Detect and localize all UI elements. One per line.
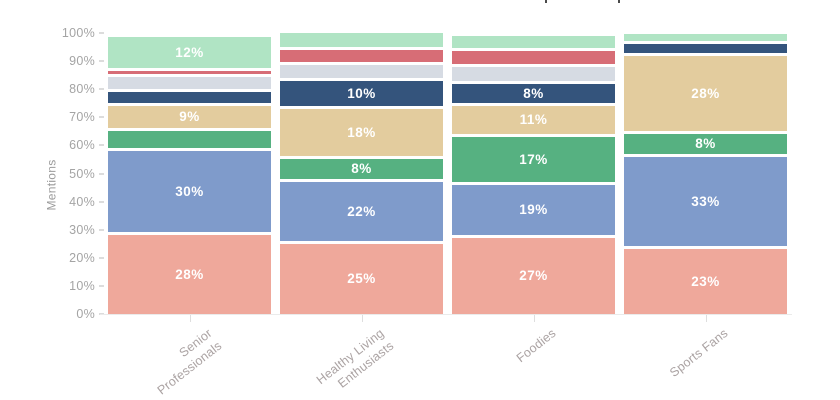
navy-segment[interactable]: 8%	[452, 83, 615, 107]
y-tick-label: 40%	[69, 194, 95, 209]
y-tick-label: 90%	[69, 54, 95, 69]
green-segment[interactable]: 8%	[280, 159, 443, 182]
y-tick-mark	[99, 284, 104, 287]
mint-segment[interactable]	[452, 35, 615, 52]
segment-value-label: 8%	[351, 161, 372, 177]
red-segment[interactable]	[280, 49, 443, 66]
green-segment[interactable]	[108, 131, 271, 152]
gray-segment[interactable]	[280, 65, 443, 81]
x-category-label: Foodies	[513, 326, 559, 366]
mint-segment[interactable]	[624, 34, 787, 45]
tan-segment[interactable]: 9%	[108, 106, 271, 132]
bar-healthy-living-enthusiasts: 25% 22% 8% 18% 10%	[280, 33, 443, 314]
y-tick-label: 80%	[69, 82, 95, 97]
x-tick-mark	[705, 315, 707, 322]
clipped-title-fragment	[545, 0, 547, 3]
salmon-segment[interactable]: 27%	[452, 238, 615, 314]
x-tick-mark	[189, 315, 191, 322]
bar-sports-fans: 23% 33% 8% 28%	[624, 34, 787, 314]
mint-segment[interactable]	[280, 33, 443, 50]
x-category-label: Healthy Living Enthusiasts	[313, 326, 396, 391]
x-tick-mark	[361, 315, 363, 322]
y-tick-label: 10%	[69, 278, 95, 293]
segment-value-label: 23%	[691, 273, 720, 289]
segment-value-label: 19%	[519, 202, 548, 218]
segment-value-label: 28%	[691, 85, 720, 101]
blue-segment[interactable]: 30%	[108, 151, 271, 236]
y-tick-mark	[99, 116, 104, 119]
gray-segment[interactable]	[108, 76, 271, 93]
x-axis-line	[100, 314, 792, 315]
bar-senior-professionals: 28% 30% 9% 12%	[108, 37, 271, 314]
blue-segment[interactable]: 22%	[280, 181, 443, 244]
segment-value-label: 9%	[179, 109, 200, 125]
y-tick-label: 0%	[76, 307, 95, 321]
navy-segment[interactable]	[108, 92, 271, 107]
tan-segment[interactable]: 28%	[624, 55, 787, 135]
y-tick-mark	[99, 200, 104, 203]
mint-segment[interactable]: 12%	[108, 37, 271, 71]
x-category-label: Sports Fans	[666, 326, 731, 380]
y-tick-label: 70%	[69, 110, 95, 125]
x-tick-mark	[533, 315, 535, 322]
salmon-segment[interactable]: 25%	[280, 243, 443, 314]
segment-value-label: 12%	[175, 44, 204, 60]
navy-segment[interactable]	[624, 44, 787, 56]
y-tick-label: 50%	[69, 166, 95, 181]
segment-value-label: 28%	[175, 266, 204, 282]
red-segment[interactable]	[452, 51, 615, 67]
y-tick-label: 60%	[69, 138, 95, 153]
y-tick-mark	[99, 256, 104, 259]
salmon-segment[interactable]: 23%	[624, 249, 787, 314]
segment-value-label: 8%	[695, 136, 716, 152]
segment-value-label: 11%	[519, 112, 548, 128]
blue-segment[interactable]: 33%	[624, 156, 787, 250]
segment-value-label: 33%	[691, 193, 720, 209]
y-tick-mark	[99, 32, 104, 34]
x-category-label: Senior Professionals	[153, 326, 224, 398]
salmon-segment[interactable]: 28%	[108, 235, 271, 314]
y-tick-label: 30%	[69, 222, 95, 237]
segment-value-label: 8%	[523, 85, 544, 101]
red-segment[interactable]	[108, 70, 271, 77]
gray-segment[interactable]	[452, 66, 615, 84]
y-tick-mark	[99, 144, 104, 147]
tan-segment[interactable]: 18%	[280, 108, 443, 160]
y-tick-label: 100%	[61, 26, 95, 40]
blue-segment[interactable]: 19%	[452, 184, 615, 239]
segment-value-label: 18%	[347, 124, 376, 140]
navy-segment[interactable]: 10%	[280, 80, 443, 109]
green-segment[interactable]: 8%	[624, 134, 787, 157]
green-segment[interactable]: 17%	[452, 137, 615, 185]
segment-value-label: 10%	[347, 85, 376, 101]
clipped-title-fragment	[618, 0, 620, 3]
segment-value-label: 27%	[519, 268, 548, 284]
y-tick-label: 20%	[69, 250, 95, 265]
bar-foodies: 27% 19% 17% 11% 8%	[452, 35, 615, 314]
segment-value-label: 17%	[519, 151, 548, 167]
tan-segment[interactable]: 11%	[452, 106, 615, 137]
y-tick-mark	[99, 60, 104, 63]
y-tick-mark	[99, 228, 104, 231]
segment-value-label: 25%	[347, 271, 376, 287]
y-tick-mark	[99, 172, 104, 175]
y-tick-mark	[99, 88, 104, 91]
segment-value-label: 30%	[175, 183, 204, 199]
segment-value-label: 22%	[347, 203, 376, 219]
